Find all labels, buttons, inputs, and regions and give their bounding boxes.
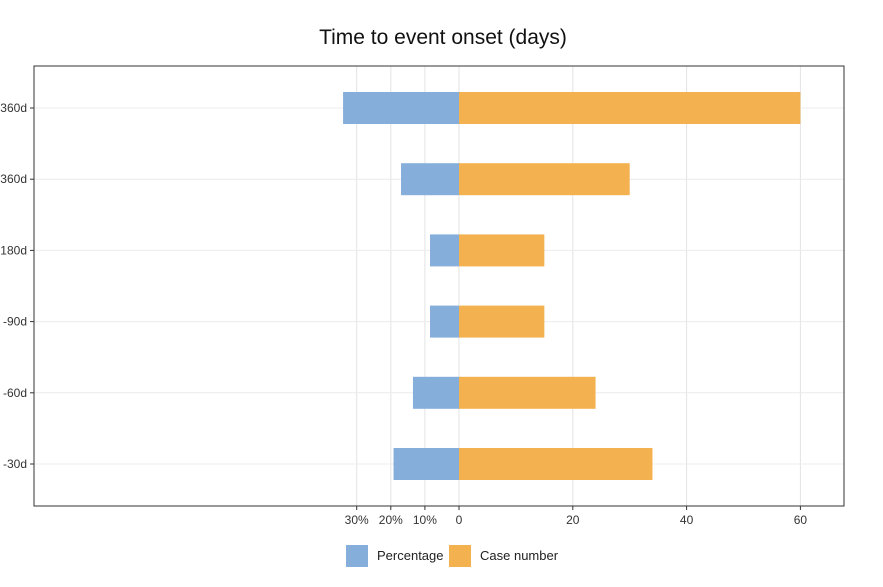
bar-percentage	[412, 376, 459, 409]
x-tick-label: 0	[456, 513, 463, 527]
y-tick-label: -60d	[3, 386, 27, 400]
y-tick-label: 360d	[0, 172, 27, 186]
bar-case-number	[459, 448, 653, 480]
legend-key-percentage	[346, 545, 368, 567]
legend-label-percentage: Percentage	[377, 548, 444, 563]
grid-layer	[34, 66, 844, 506]
bar-case-number	[459, 163, 630, 196]
x-tick-label: 20%	[379, 513, 403, 527]
x-tick-label: 20	[566, 513, 580, 527]
panel-border	[33, 65, 845, 507]
legend-key-case-number	[449, 545, 471, 567]
x-tick-label: 10%	[413, 513, 437, 527]
bar-case-number	[459, 92, 801, 124]
bar-case-number	[459, 234, 545, 267]
bar-percentage	[430, 305, 459, 338]
bar-percentage	[401, 163, 459, 196]
bar-percentage	[393, 448, 459, 480]
y-tick-label: 360d	[0, 101, 27, 115]
x-tick-label: 30%	[345, 513, 369, 527]
y-tick-label: -30d	[3, 457, 27, 471]
legend: Percentage Case number	[346, 545, 559, 567]
bar-percentage	[430, 234, 459, 267]
bar-case-number	[459, 376, 596, 409]
bar-case-number	[459, 305, 545, 338]
legend-label-case-number: Case number	[480, 548, 559, 563]
bar-percentage	[343, 92, 459, 124]
axis-layer: 360d 360d 180d -90d -60d -30d 30% 20% 10% 0 20 40 60	[0, 101, 807, 527]
bar-layer	[343, 92, 801, 480]
y-tick-label: 180d	[0, 243, 27, 257]
x-tick-label: 60	[794, 513, 808, 527]
x-tick-label: 40	[680, 513, 694, 527]
chart-title: Time to event onset (days)	[319, 26, 567, 49]
y-tick-label: -90d	[3, 315, 27, 329]
